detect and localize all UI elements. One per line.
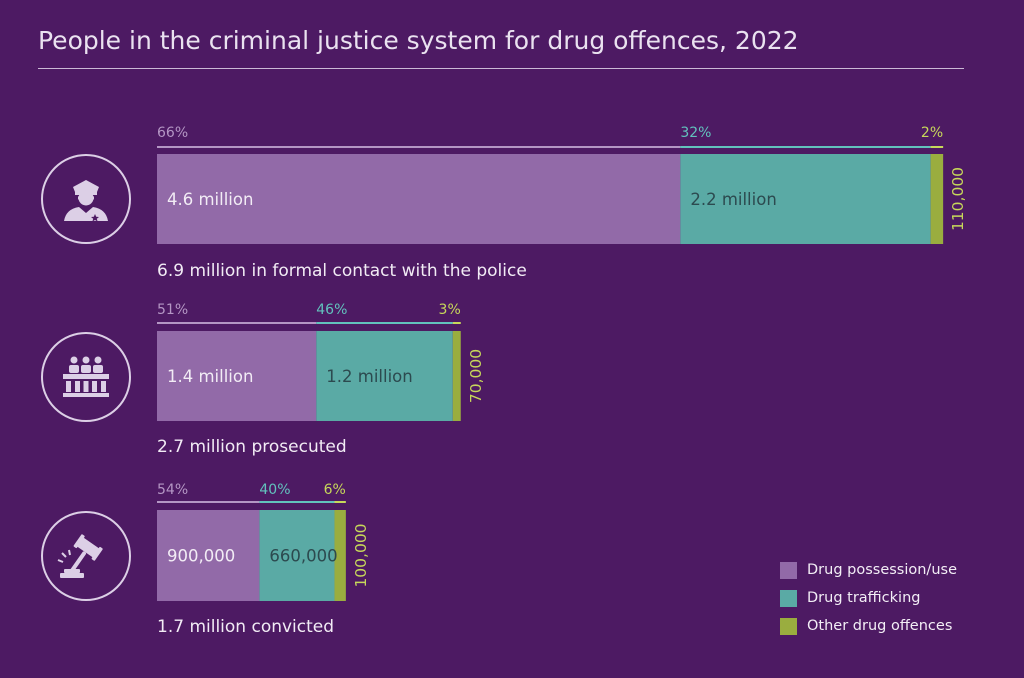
legend-label-possession: Drug possession/use: [807, 562, 957, 578]
police-officer-icon: [40, 153, 132, 245]
percent-line-prosecuted-other: [452, 322, 461, 324]
legend-swatch-other: [780, 617, 797, 635]
bar-police-contact-trafficking: [680, 154, 931, 244]
percent-label-prosecuted-other: 3%: [439, 302, 461, 318]
value-label-convicted-possession: 900,000: [167, 547, 235, 566]
percent-line-prosecuted-trafficking: [316, 322, 453, 324]
value-label-police-contact-possession: 4.6 million: [167, 190, 253, 209]
value-label-police-contact-other: 110,000: [949, 167, 967, 231]
percent-line-convicted-possession: [157, 501, 260, 503]
bar-convicted-possession: [157, 510, 260, 601]
percent-line-convicted-other: [334, 501, 346, 503]
value-label-convicted-trafficking: 660,000: [269, 547, 337, 566]
bar-convicted-trafficking: [259, 510, 335, 601]
title-divider: [38, 68, 964, 69]
legend: Drug possession/use Drug trafficking Oth…: [780, 560, 957, 644]
percent-line-prosecuted-possession: [157, 322, 317, 324]
percent-label-convicted-trafficking: 40%: [259, 482, 290, 498]
bar-prosecuted-possession: [157, 331, 317, 421]
bar-police-contact-other: [930, 154, 944, 244]
percent-label-police-contact-trafficking: 32%: [680, 125, 711, 141]
caption-convicted: 1.7 million convicted: [157, 617, 334, 637]
value-label-police-contact-trafficking: 2.2 million: [690, 190, 776, 209]
chart-title: People in the criminal justice system fo…: [38, 26, 799, 55]
legend-label-other: Other drug offences: [807, 618, 953, 634]
percent-label-police-contact-possession: 66%: [157, 125, 188, 141]
gavel-icon: [40, 510, 132, 602]
bar-prosecuted-other: [452, 331, 461, 421]
percent-label-prosecuted-trafficking: 46%: [316, 302, 347, 318]
value-label-prosecuted-other: 70,000: [467, 349, 485, 403]
legend-label-trafficking: Drug trafficking: [807, 590, 921, 606]
legend-item-other: Other drug offences: [780, 616, 957, 636]
percent-label-police-contact-other: 2%: [921, 125, 943, 141]
percent-line-police-contact-other: [930, 146, 944, 148]
value-label-convicted-other: 100,000: [352, 523, 370, 587]
percent-line-convicted-trafficking: [259, 501, 335, 503]
percent-label-convicted-other: 6%: [324, 482, 346, 498]
courtroom-icon: [40, 331, 132, 423]
legend-item-trafficking: Drug trafficking: [780, 588, 957, 608]
value-label-prosecuted-trafficking: 1.2 million: [326, 367, 412, 386]
percent-line-police-contact-trafficking: [680, 146, 931, 148]
caption-police-contact: 6.9 million in formal contact with the p…: [157, 261, 527, 281]
caption-prosecuted: 2.7 million prosecuted: [157, 437, 347, 457]
bar-police-contact-possession: [157, 154, 681, 244]
value-label-prosecuted-possession: 1.4 million: [167, 367, 253, 386]
legend-swatch-trafficking: [780, 589, 797, 607]
legend-swatch-possession: [780, 561, 797, 579]
bar-convicted-other: [334, 510, 346, 601]
percent-label-convicted-possession: 54%: [157, 482, 188, 498]
percent-line-police-contact-possession: [157, 146, 681, 148]
percent-label-prosecuted-possession: 51%: [157, 302, 188, 318]
bar-prosecuted-trafficking: [316, 331, 453, 421]
legend-item-possession: Drug possession/use: [780, 560, 957, 580]
